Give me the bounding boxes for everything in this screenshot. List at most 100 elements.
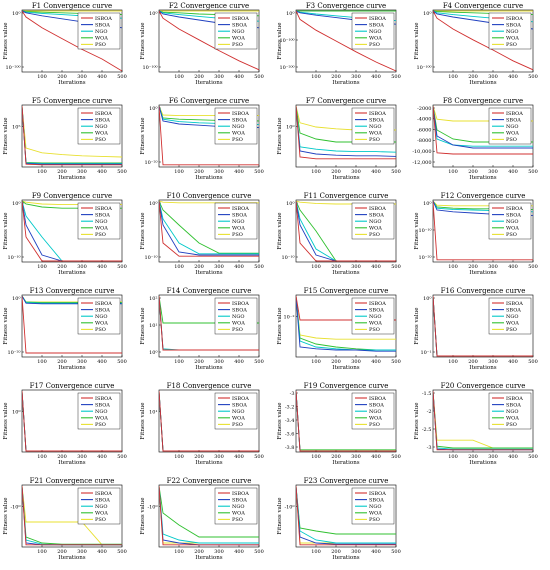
legend-label: WOA — [232, 36, 245, 42]
legend-label: PSO — [95, 327, 106, 333]
x-axis-label: Iterations — [58, 270, 85, 276]
y-axis-label: Fitness value — [277, 213, 283, 250]
x-tick-label: 300 — [351, 454, 361, 460]
legend-label: WOA — [95, 131, 108, 137]
chart-F13: F13 Convergence curve 100 200 300 400 500 Iter… — [3, 287, 127, 371]
x-tick-label: 100 — [37, 549, 47, 555]
legend-label: NGO — [369, 409, 381, 415]
x-axis-label: Iterations — [58, 365, 85, 371]
x-tick-label: 200 — [468, 359, 478, 365]
chart-F4: F4 Convergence curve 100 200 300 400 500 Itera… — [414, 2, 538, 86]
legend-label: PSO — [369, 517, 380, 523]
legend-label: PSO — [506, 327, 517, 333]
x-tick-label: 400 — [508, 359, 518, 365]
y-tick-label: -6000 — [417, 127, 431, 133]
x-tick-label: 400 — [97, 264, 107, 270]
series-line-isboa — [433, 295, 533, 357]
x-tick-label: 400 — [508, 264, 518, 270]
x-tick-label: 300 — [77, 454, 87, 460]
chart-F9: F9 Convergence curve 100 200 300 400 500 Itera… — [3, 192, 127, 276]
x-tick-label: 300 — [351, 169, 361, 175]
chart-title: F17 Convergence curve — [30, 382, 115, 390]
legend-label: WOA — [506, 131, 519, 137]
legend-box — [351, 487, 395, 525]
legend-label: SBOA — [232, 212, 247, 218]
y-tick-label: -3.4 — [285, 418, 295, 424]
legend-label: SBOA — [232, 402, 247, 408]
legend-label: WOA — [232, 511, 245, 517]
y-axis-label: Fitness value — [140, 23, 146, 60]
chart-title: F22 Convergence curve — [167, 477, 252, 485]
legend-label: PSO — [95, 422, 106, 428]
series-line-isboa — [296, 200, 396, 262]
x-tick-label: 500 — [254, 74, 264, 80]
series-line-isboa — [159, 200, 259, 257]
x-tick-label: 100 — [448, 264, 458, 270]
chart-F23: F23 Convergence curve 100 200 300 400 500 Iter… — [277, 477, 401, 561]
x-tick-label: 100 — [311, 74, 321, 80]
legend-label: WOA — [369, 416, 382, 422]
x-axis-label: Iterations — [332, 555, 359, 561]
x-tick-label: 200 — [331, 264, 341, 270]
chart-title: F19 Convergence curve — [304, 382, 389, 390]
x-tick-label: 100 — [174, 169, 184, 175]
x-axis-label: Iterations — [195, 175, 222, 181]
y-tick-label: 10⁰ — [423, 11, 431, 17]
x-tick-label: 200 — [468, 169, 478, 175]
x-tick-label: 500 — [117, 264, 127, 270]
x-tick-label: 300 — [214, 169, 224, 175]
x-tick-label: 100 — [37, 169, 47, 175]
x-tick-label: 100 — [448, 454, 458, 460]
y-axis-label: Fitness value — [140, 213, 146, 250]
legend-label: NGO — [369, 504, 381, 510]
x-tick-label: 200 — [194, 264, 204, 270]
legend-label: SBOA — [232, 117, 247, 123]
x-tick-label: 100 — [37, 74, 47, 80]
legend-label: ISBOA — [232, 16, 249, 22]
legend-label: ISBOA — [232, 206, 249, 212]
legend-label: WOA — [232, 226, 245, 232]
x-axis-label: Iterations — [469, 80, 496, 86]
y-tick-label: -10⁰ — [10, 505, 20, 511]
x-tick-label: 500 — [254, 454, 264, 460]
x-tick-label: 100 — [174, 264, 184, 270]
legend-label: WOA — [95, 321, 108, 327]
y-tick-label: 10⁻¹⁰⁰ — [142, 65, 157, 71]
y-tick-label: 10⁰ — [149, 11, 157, 17]
x-tick-label: 100 — [37, 359, 47, 365]
x-tick-label: 200 — [57, 359, 67, 365]
x-axis-label: Iterations — [332, 175, 359, 181]
series-line-sboa — [296, 295, 396, 352]
x-tick-label: 400 — [371, 454, 381, 460]
legend-label: WOA — [95, 511, 108, 517]
legend-label: PSO — [95, 42, 106, 48]
chart-title: F4 Convergence curve — [443, 2, 523, 10]
x-axis-label: Iterations — [58, 175, 85, 181]
series-line-sboa — [159, 200, 259, 256]
series-line-isboa — [433, 390, 533, 451]
x-tick-label: 300 — [77, 359, 87, 365]
x-tick-label: 200 — [331, 549, 341, 555]
y-tick-label: -2 — [427, 409, 432, 415]
x-tick-label: 200 — [194, 359, 204, 365]
legend-label: ISBOA — [232, 301, 249, 307]
legend-label: WOA — [369, 36, 382, 42]
legend-label: ISBOA — [95, 111, 112, 117]
x-tick-label: 200 — [57, 454, 67, 460]
x-tick-label: 500 — [117, 549, 127, 555]
x-tick-label: 100 — [448, 359, 458, 365]
series-line-ngo — [433, 105, 533, 147]
y-tick-label: 10⁰ — [12, 201, 20, 207]
legend-label: SBOA — [506, 212, 521, 218]
y-axis-label: Fitness value — [277, 118, 283, 155]
x-axis-label: Iterations — [195, 555, 222, 561]
y-tick-label: 10⁻² — [283, 315, 294, 321]
series-line-ngo — [296, 295, 396, 351]
